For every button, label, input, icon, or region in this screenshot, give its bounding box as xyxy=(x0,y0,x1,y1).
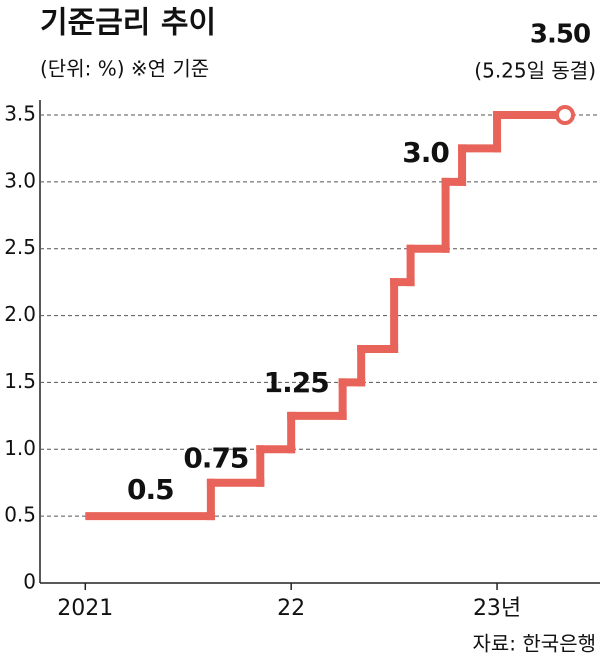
data-label: 1.25 xyxy=(264,366,329,399)
data-label: 0.75 xyxy=(183,442,248,475)
annotation: (5.25일 동결) xyxy=(474,59,596,83)
y-tick-label: 0.5 xyxy=(4,503,36,527)
y-tick-label: 3.5 xyxy=(4,102,36,126)
y-tick-label: 2.0 xyxy=(4,302,36,326)
data-label: 0.5 xyxy=(127,473,174,506)
y-tick-label: 1.5 xyxy=(4,369,36,393)
chart-title: 기준금리 추이 xyxy=(40,6,216,41)
y-tick-label: 0 xyxy=(23,570,36,594)
source: 자료: 한국은행 xyxy=(473,632,597,656)
x-tick-label: 2021 xyxy=(57,596,113,621)
y-tick-label: 1.0 xyxy=(4,436,36,460)
x-tick-label: 23년 xyxy=(473,596,521,621)
x-tick-label: 22 xyxy=(277,596,305,621)
y-tick-label: 3.0 xyxy=(4,168,36,192)
chart-subtitle: (단위: %) ※연 기준 xyxy=(40,57,209,81)
y-tick-label: 2.5 xyxy=(4,235,36,259)
data-label: 3.50 xyxy=(530,20,590,50)
data-label: 3.0 xyxy=(402,136,449,169)
end-marker xyxy=(555,105,575,125)
